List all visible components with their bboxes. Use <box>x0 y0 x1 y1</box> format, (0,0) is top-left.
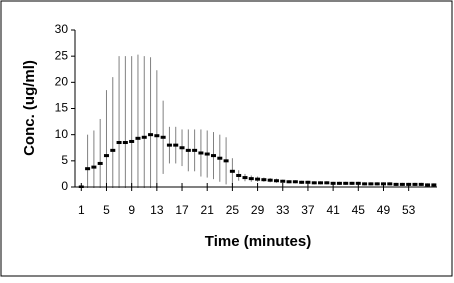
data-point <box>399 182 405 186</box>
data-point <box>148 133 154 137</box>
y-tick-label: 0 <box>61 179 68 193</box>
y-tick-label: 20 <box>55 75 69 89</box>
data-point <box>425 183 431 187</box>
data-point <box>154 134 160 138</box>
data-point <box>418 182 424 186</box>
data-point <box>362 182 368 186</box>
data-point <box>236 173 242 177</box>
data-point <box>116 141 122 145</box>
x-tick-label: 53 <box>402 203 416 217</box>
data-point <box>204 152 210 156</box>
data-point <box>267 178 273 182</box>
data-point <box>255 177 261 181</box>
data-point <box>129 139 135 143</box>
data-point <box>198 151 204 155</box>
data-point <box>211 154 217 158</box>
data-point <box>185 148 191 152</box>
x-tick-label: 41 <box>326 203 340 217</box>
data-point <box>305 180 311 184</box>
data-point <box>103 154 109 158</box>
x-tick-label: 25 <box>226 203 240 217</box>
x-tick-label: 17 <box>175 203 189 217</box>
y-tick-label: 25 <box>55 48 69 62</box>
data-point <box>223 159 229 163</box>
data-point <box>179 146 185 150</box>
y-tick-label: 30 <box>55 22 69 36</box>
data-point <box>261 178 267 182</box>
x-tick-label: 13 <box>150 203 164 217</box>
data-point <box>318 181 324 185</box>
x-tick-label: 29 <box>251 203 265 217</box>
y-tick-label: 5 <box>61 153 68 167</box>
data-point <box>368 182 374 186</box>
plot <box>78 54 437 188</box>
data-point <box>110 148 116 152</box>
x-tick-label: 9 <box>128 203 135 217</box>
x-tick-label: 21 <box>201 203 215 217</box>
data-point <box>412 182 418 186</box>
data-point <box>292 180 298 184</box>
data-point <box>387 182 393 186</box>
data-point <box>229 169 235 173</box>
y-axis-title: Conc. (ug/ml) <box>21 60 38 156</box>
x-axis-title: Time (minutes) <box>205 233 311 250</box>
data-point <box>336 181 342 185</box>
data-point <box>280 179 286 183</box>
x-tick-label: 5 <box>103 203 110 217</box>
data-point <box>273 179 279 183</box>
y-tick-label: 15 <box>55 101 69 115</box>
data-point <box>122 141 128 145</box>
x-tick-label: 33 <box>276 203 290 217</box>
data-point <box>242 176 248 180</box>
data-point <box>343 181 349 185</box>
data-point <box>431 183 437 187</box>
data-point <box>299 180 305 184</box>
data-point <box>349 181 355 185</box>
data-point <box>135 136 141 140</box>
x-tick-label: 45 <box>352 203 366 217</box>
data-point <box>248 177 254 181</box>
data-point <box>217 156 223 160</box>
data-point <box>311 181 317 185</box>
data-point <box>393 182 399 186</box>
x-tick-label: 37 <box>301 203 315 217</box>
data-point <box>324 181 330 185</box>
data-point <box>85 167 91 171</box>
data-point <box>374 182 380 186</box>
data-point <box>286 180 292 184</box>
data-point <box>160 135 166 139</box>
data-point <box>192 148 198 152</box>
x-tick-label: 49 <box>377 203 391 217</box>
x-tick-label: 1 <box>78 203 85 217</box>
y-tick-label: 10 <box>55 127 69 141</box>
data-point <box>97 161 103 165</box>
data-point <box>173 143 179 147</box>
data-point <box>91 165 97 169</box>
data-point <box>141 135 147 139</box>
data-point <box>166 143 172 147</box>
